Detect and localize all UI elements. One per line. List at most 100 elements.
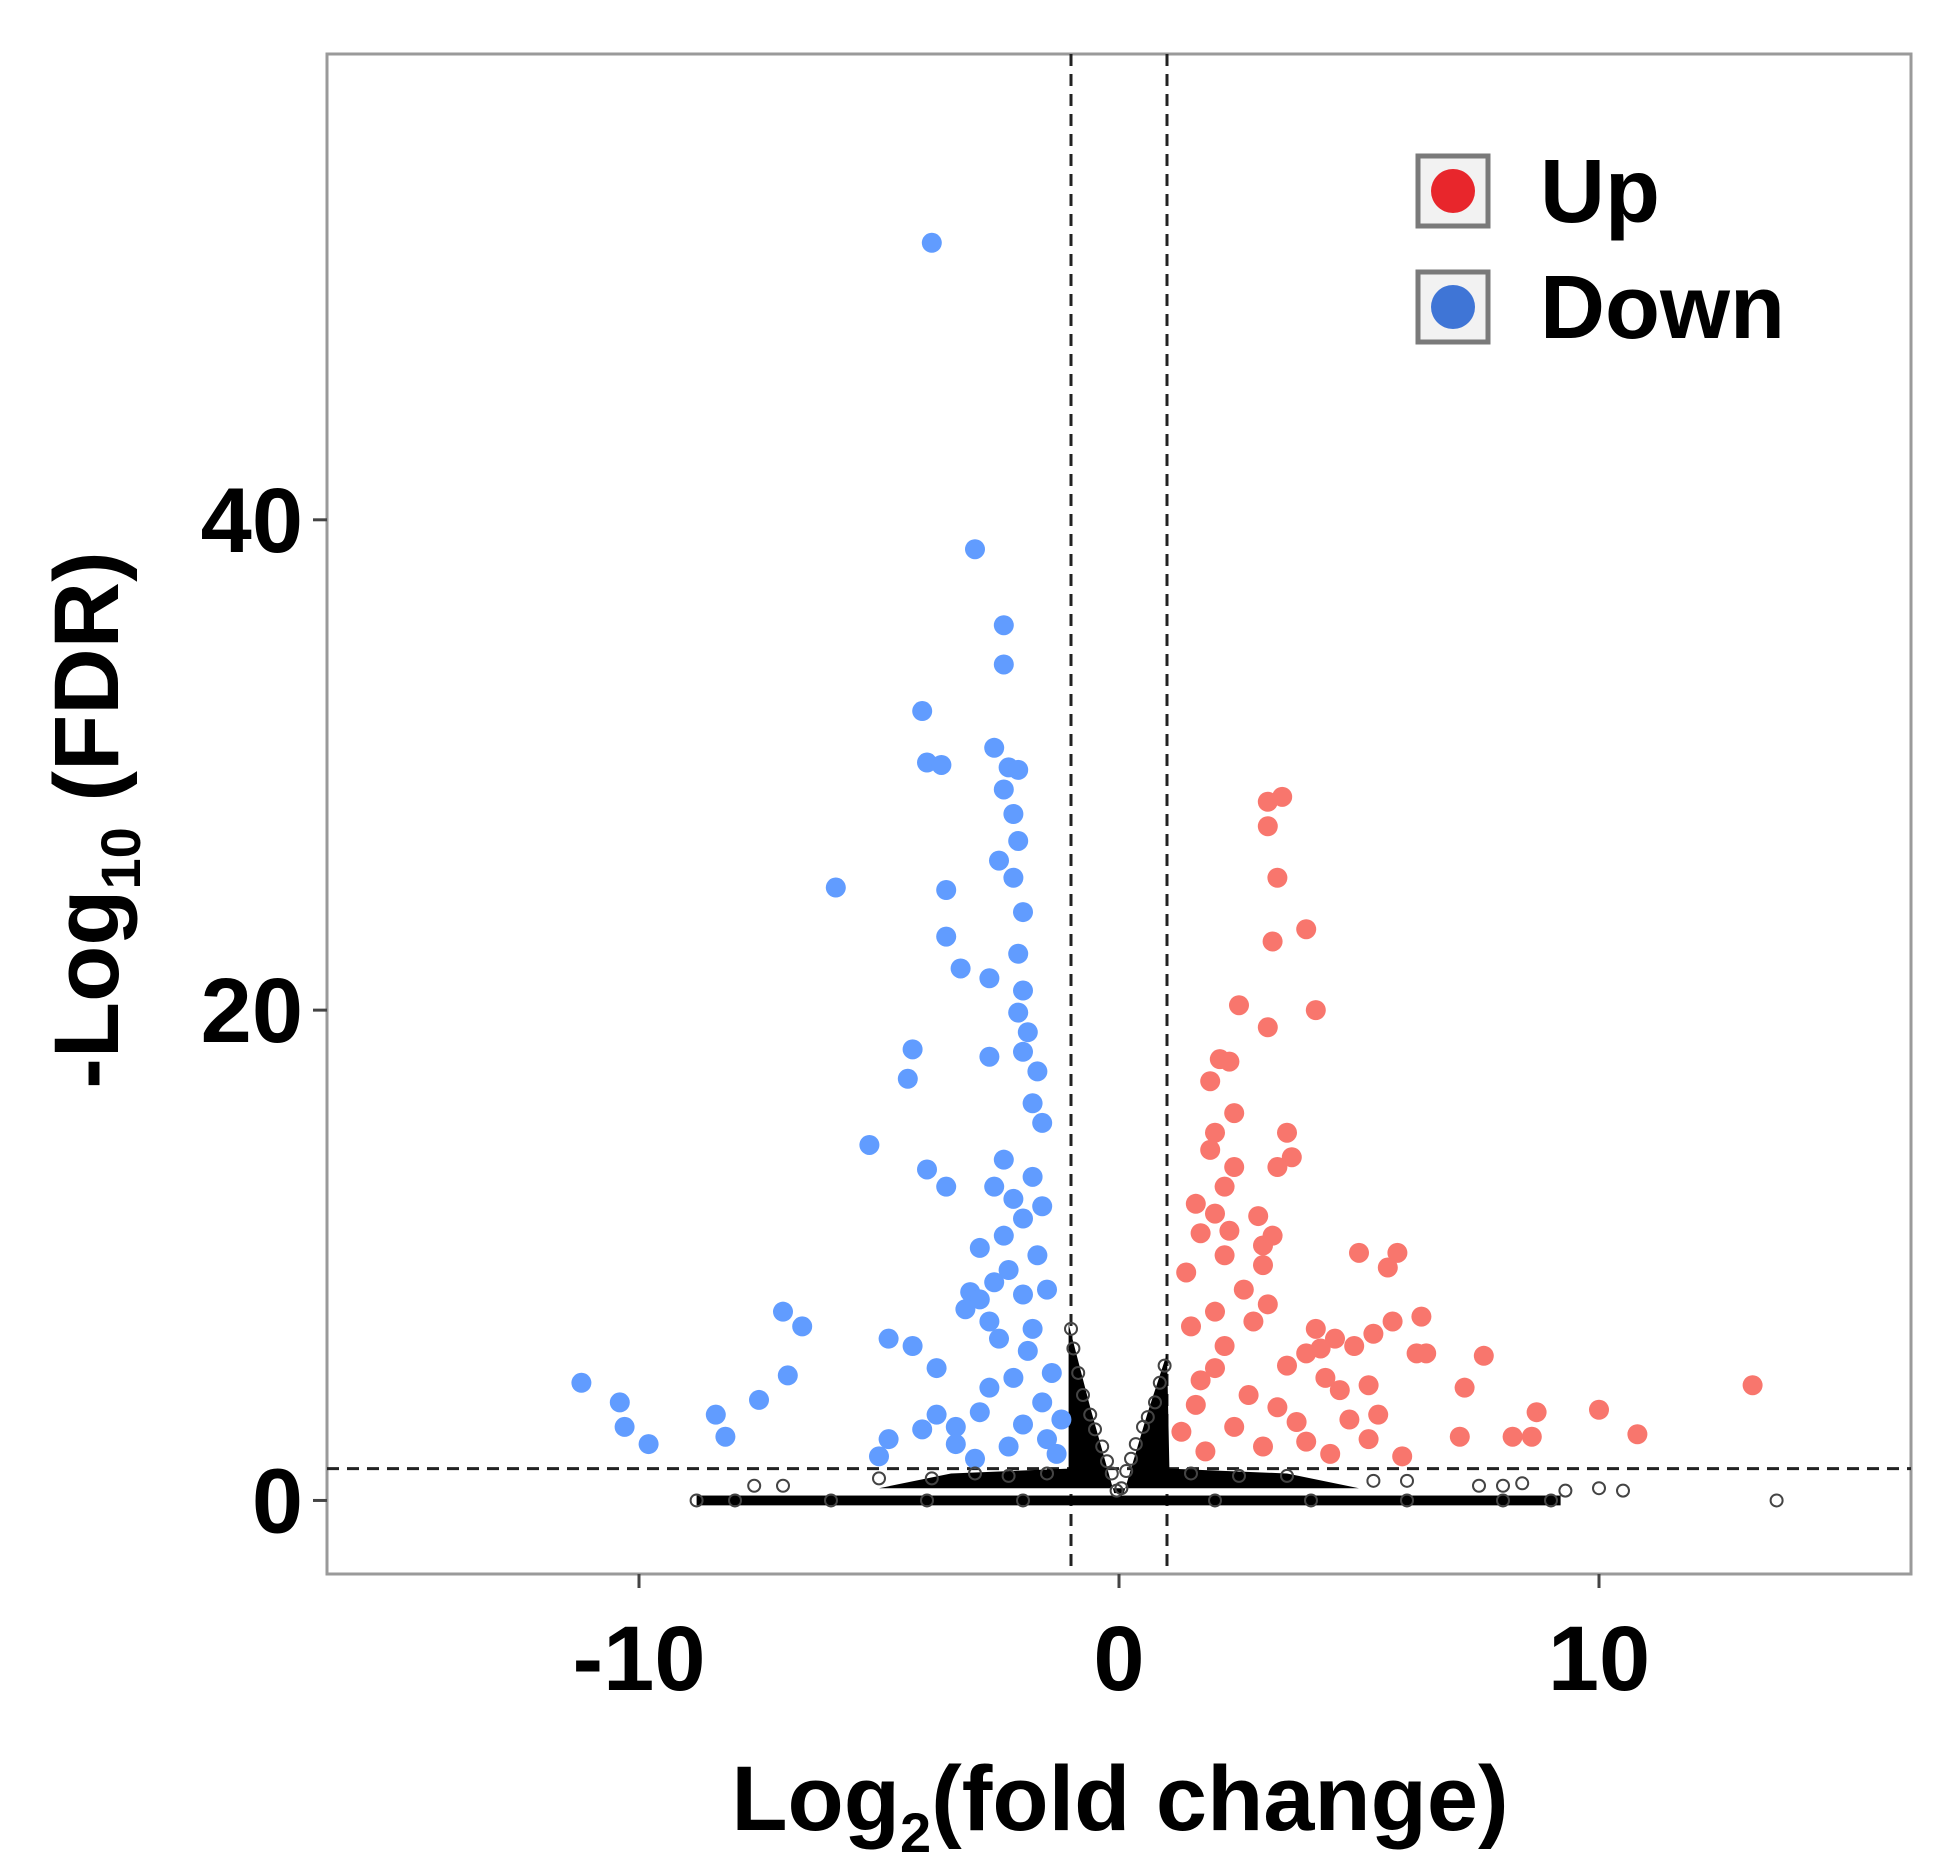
- data-point: [1219, 1051, 1240, 1072]
- data-point: [1280, 1468, 1294, 1483]
- data-point: [1008, 830, 1029, 851]
- data-point: [936, 1176, 957, 1197]
- data-point: [1627, 1424, 1648, 1445]
- data-point: [1248, 1206, 1269, 1227]
- data-point: [969, 1402, 990, 1423]
- data-point: [1037, 1279, 1057, 1300]
- data-point: [1001, 1468, 1016, 1483]
- data-point: [1013, 1041, 1033, 1062]
- data-point: [1377, 1257, 1398, 1278]
- x-axis-title-main: Log: [731, 1748, 900, 1850]
- x-tick-label: 0: [1093, 1608, 1144, 1710]
- data-point: [1305, 1318, 1326, 1339]
- data-point: [1400, 1493, 1414, 1508]
- data-point: [993, 615, 1014, 636]
- data-point: [924, 1471, 939, 1486]
- data-point: [936, 926, 957, 947]
- data-point: [1200, 1139, 1221, 1160]
- data-point: [1400, 1473, 1414, 1488]
- data-point: [1349, 1242, 1369, 1263]
- data-point: [1003, 867, 1024, 888]
- data-point: [1286, 1412, 1307, 1432]
- legend: Up Down: [1415, 142, 1785, 358]
- data-point: [1253, 1255, 1273, 1276]
- data-point: [897, 1068, 918, 1089]
- data-point: [728, 1493, 742, 1508]
- legend-dot-down: [1431, 285, 1475, 329]
- data-point: [1358, 1375, 1379, 1396]
- data-point: [1148, 1395, 1162, 1410]
- data-point: [1176, 1262, 1197, 1283]
- data-point: [792, 1316, 813, 1337]
- data-point: [1305, 1000, 1326, 1021]
- x-axis-title-rest: (fold change): [931, 1748, 1509, 1850]
- data-point: [1382, 1311, 1403, 1332]
- data-point: [1329, 1380, 1350, 1401]
- data-point: [921, 232, 942, 253]
- data-point: [1008, 943, 1029, 964]
- data-point: [1017, 1340, 1038, 1361]
- data-point: [1076, 1388, 1090, 1403]
- data-point: [979, 968, 1000, 989]
- data-point: [989, 1328, 1009, 1349]
- data-point: [998, 1260, 1019, 1280]
- y-axis-title-main: -Log: [36, 889, 138, 1088]
- data-point: [1325, 1328, 1345, 1349]
- data-point: [1032, 1112, 1053, 1133]
- x-axis-title: Log2(fold change): [731, 1748, 1508, 1864]
- data-point: [902, 1336, 923, 1356]
- data-point: [825, 877, 846, 898]
- data-point: [1589, 1399, 1609, 1420]
- data-point: [917, 1159, 937, 1180]
- data-point: [824, 1493, 838, 1508]
- data-point: [984, 1176, 1005, 1197]
- data-point: [1013, 1284, 1033, 1305]
- data-point: [638, 1434, 659, 1455]
- data-point: [1262, 1225, 1283, 1246]
- data-point: [902, 1039, 923, 1060]
- data-point: [1281, 1147, 1302, 1168]
- data-point: [1592, 1481, 1606, 1496]
- data-point: [1296, 919, 1317, 940]
- data-point: [1124, 1451, 1138, 1466]
- data-point: [1219, 1220, 1240, 1241]
- data-point: [1095, 1439, 1110, 1454]
- data-point: [1267, 867, 1288, 888]
- data-point: [1071, 1365, 1086, 1380]
- data-point: [936, 880, 957, 900]
- data-points: [571, 232, 1784, 1508]
- data-point: [965, 1448, 985, 1469]
- data-point: [1064, 1321, 1078, 1336]
- data-point: [1185, 1394, 1206, 1415]
- data-point: [931, 754, 952, 775]
- x-axis-title-subscript: 2: [900, 1801, 931, 1864]
- data-point: [993, 654, 1014, 675]
- data-point: [993, 779, 1014, 800]
- data-point: [1100, 1454, 1114, 1469]
- data-point: [1152, 1375, 1167, 1390]
- data-point: [1214, 1245, 1235, 1266]
- data-point: [1296, 1343, 1317, 1364]
- data-point: [747, 1478, 762, 1493]
- data-point: [1214, 1176, 1235, 1197]
- data-point: [945, 1434, 966, 1455]
- data-point: [1185, 1193, 1206, 1214]
- data-point: [1205, 1203, 1225, 1224]
- data-point: [1232, 1468, 1246, 1483]
- data-point: [1496, 1493, 1510, 1508]
- data-point: [1022, 1166, 1043, 1187]
- data-point: [1013, 1208, 1033, 1229]
- y-axis-title-rest: (FDR): [36, 551, 138, 827]
- data-point: [998, 1436, 1019, 1457]
- data-point: [1003, 804, 1024, 824]
- data-point: [1051, 1409, 1072, 1430]
- data-point: [1224, 1157, 1245, 1178]
- data-point: [1171, 1421, 1192, 1442]
- data-point: [1190, 1370, 1211, 1391]
- nonsignificant-baseline-band: [696, 1495, 1561, 1506]
- legend-item-down: Down: [1415, 258, 1785, 358]
- axes: -10 0 10 0 20 40: [201, 470, 1651, 1710]
- data-point: [1200, 1071, 1221, 1092]
- data-point: [715, 1426, 736, 1447]
